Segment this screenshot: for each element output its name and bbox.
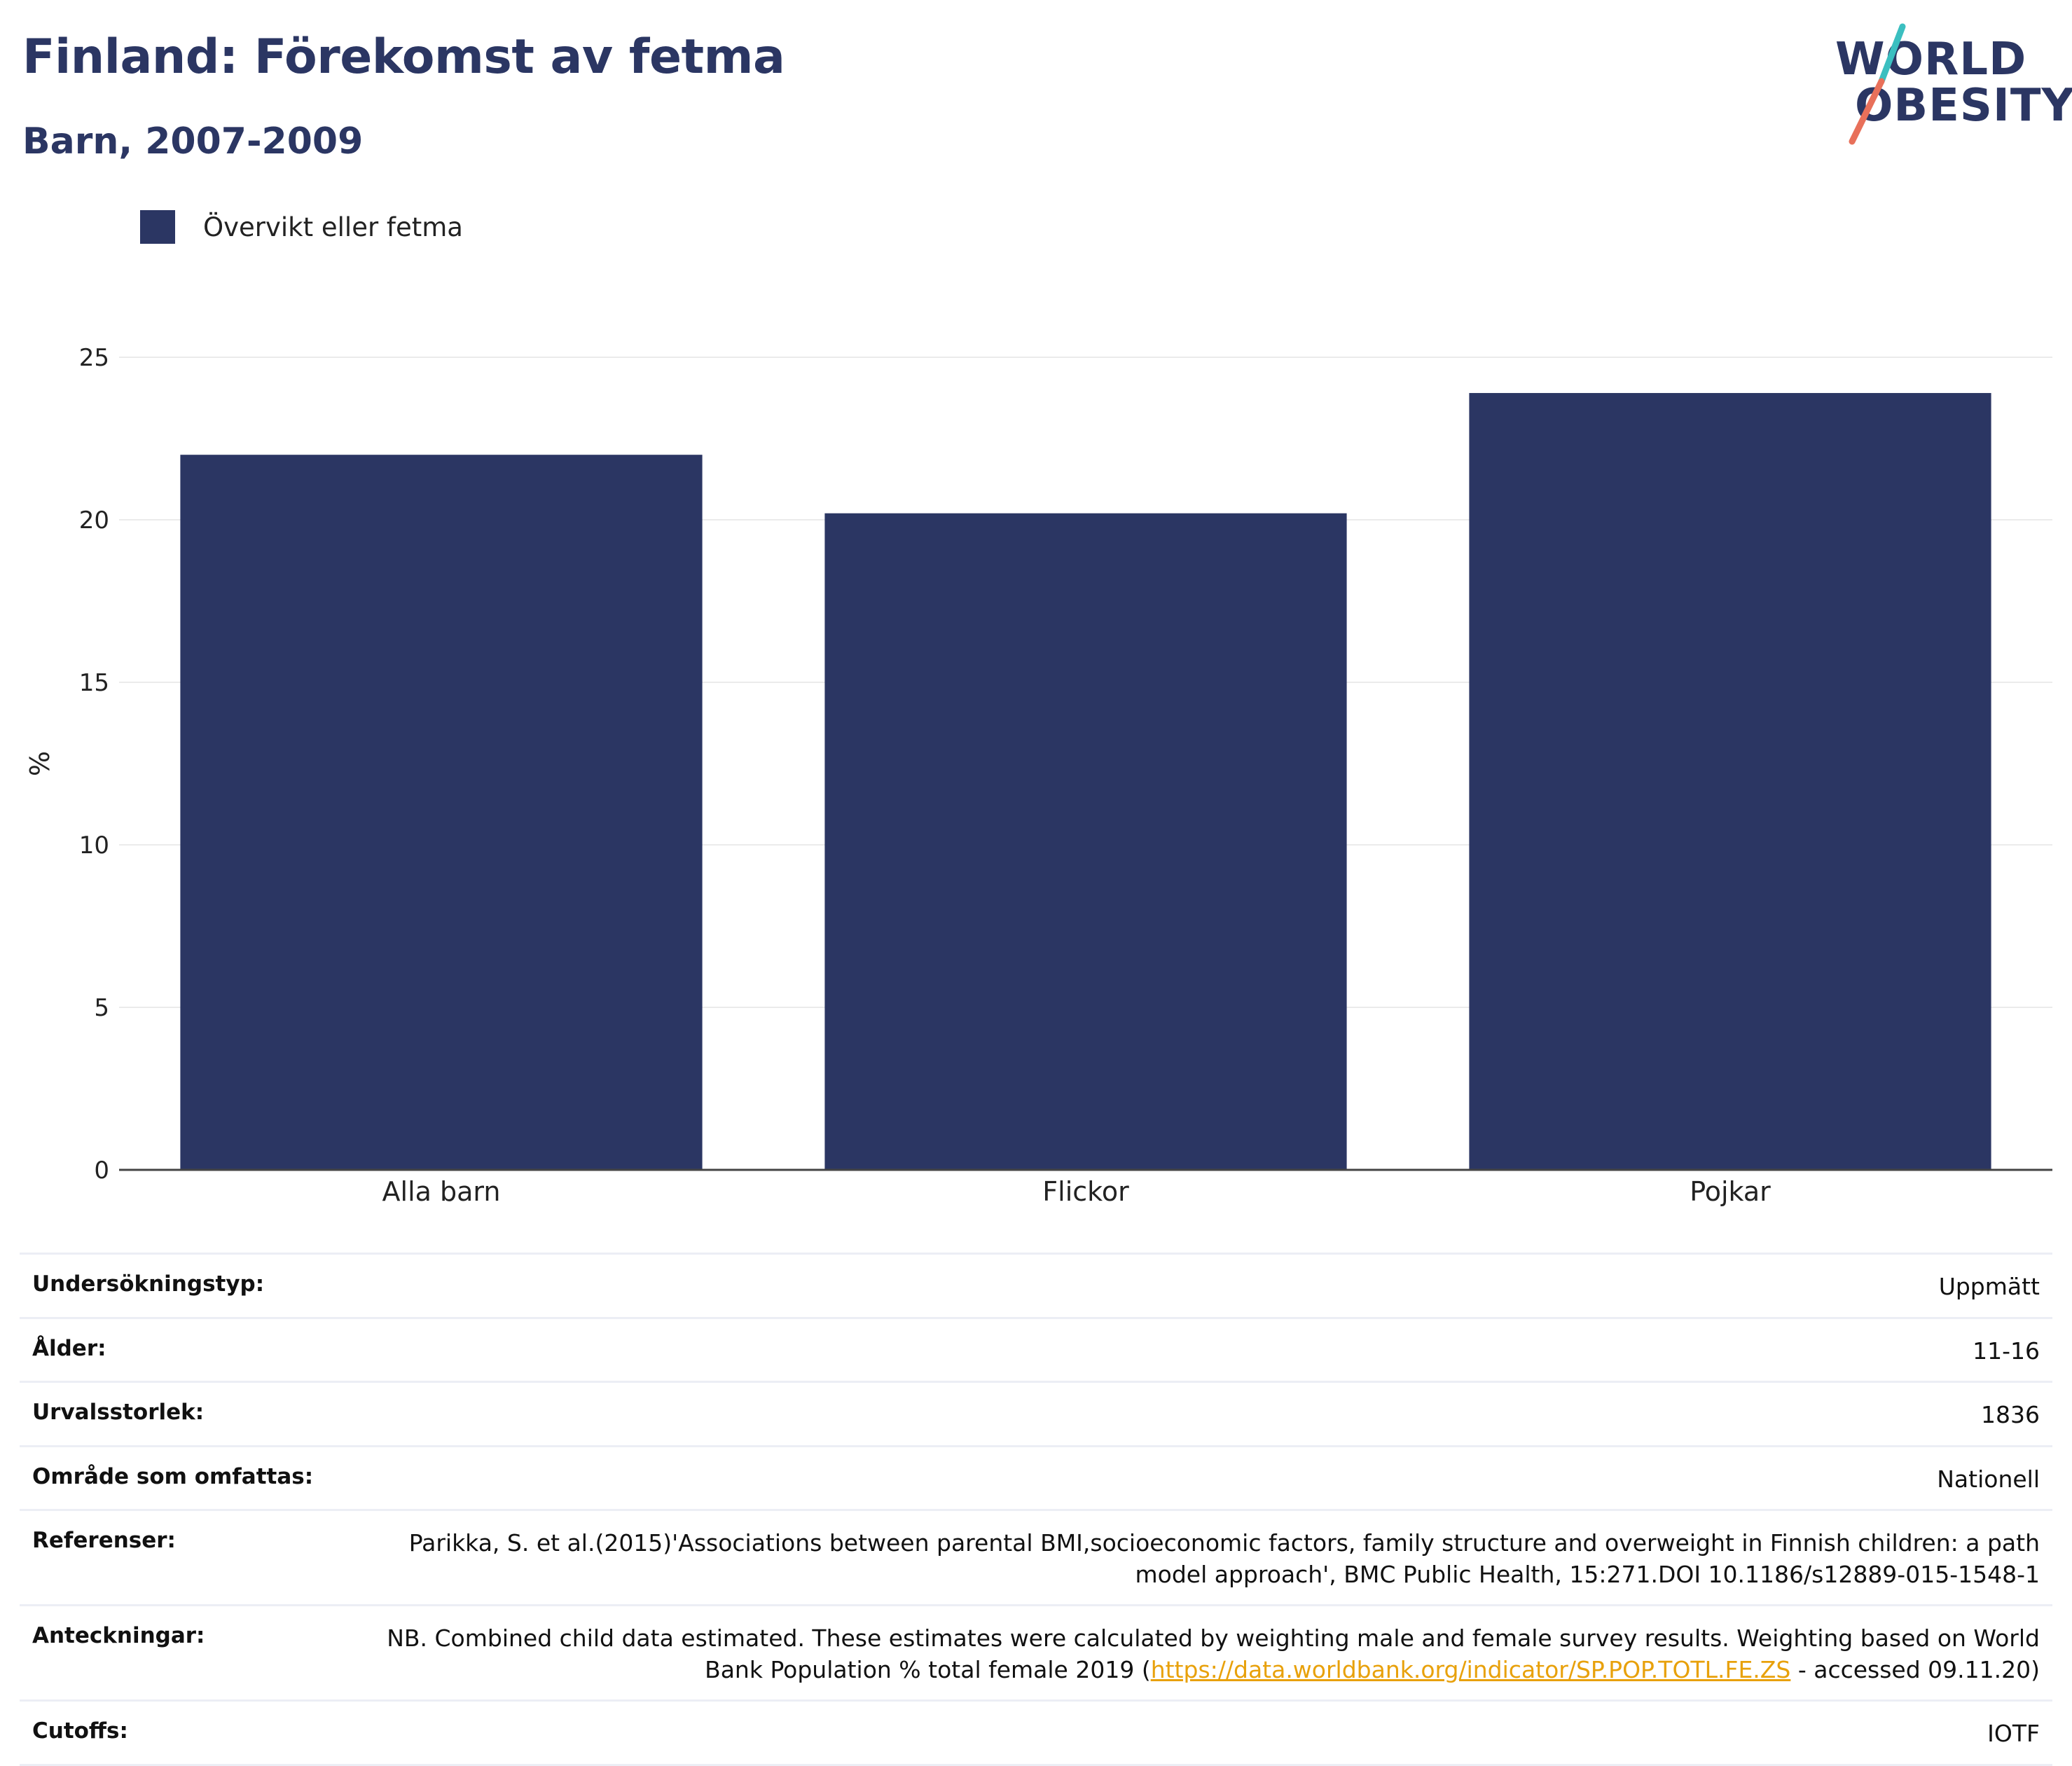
info-row-references: Referenser: Parikka, S. et al.(2015)'Ass… <box>20 1509 2052 1604</box>
notes-text: NB. Combined child data estimated. These… <box>387 1624 2040 1683</box>
y-tick-label: 25 <box>79 344 109 372</box>
y-tick-label: 20 <box>79 506 109 534</box>
info-value: Parikka, S. et al.(2015)'Associations be… <box>408 1529 2040 1588</box>
info-label: Område som omfattas: <box>32 1463 314 1489</box>
bar-chart: 0 5 10 15 20 25% Alla barn Flickor Pojkar <box>25 344 2052 1207</box>
info-value: Nationell <box>1937 1465 2040 1493</box>
logo-line-2: OBESITY <box>1855 80 2072 132</box>
info-value: IOTF <box>1987 1720 2040 1748</box>
bar <box>824 513 1347 1170</box>
info-row-notes: Anteckningar: NB. Combined child data es… <box>20 1604 2052 1699</box>
bar <box>1469 393 1991 1170</box>
chart-subtitle: Barn, 2007-2009 <box>22 120 364 163</box>
y-tick-label: 15 <box>79 669 109 697</box>
survey-info-table: Undersökningstyp: Uppmätt Ålder: 11-16 U… <box>20 1253 2052 1766</box>
legend-swatch <box>140 210 175 244</box>
y-tick-label: 10 <box>79 832 109 860</box>
x-tick-label: Alla barn <box>382 1176 501 1207</box>
x-tick-label: Flickor <box>1042 1176 1129 1207</box>
bar <box>180 455 703 1170</box>
notes-text-end: - accessed 09.11.20) <box>1790 1655 2040 1683</box>
legend[interactable]: Övervikt eller fetma <box>140 210 463 244</box>
info-value: 11-16 <box>1973 1337 2040 1365</box>
legend-label: Övervikt eller fetma <box>203 212 463 242</box>
info-value: Uppmätt <box>1938 1273 2040 1300</box>
worldbank-link[interactable]: https://data.worldbank.org/indicator/SP.… <box>1150 1655 1791 1683</box>
logo-line-1: WORLD <box>1835 34 2027 85</box>
info-label: Anteckningar: <box>32 1623 205 1649</box>
world-obesity-logo: WORLD OBESITY <box>1821 21 2072 147</box>
logo-slash-icon <box>1849 23 1906 145</box>
info-label: Urvalsstorlek: <box>32 1400 205 1426</box>
info-label: Ålder: <box>32 1335 106 1361</box>
info-label: Cutoffs: <box>32 1718 128 1744</box>
y-tick-label: 0 <box>94 1157 109 1185</box>
info-label: Referenser: <box>32 1528 176 1554</box>
info-row-coverage: Område som omfattas: Nationell <box>20 1444 2052 1510</box>
y-tick-label: 5 <box>94 994 109 1022</box>
info-value: NB. Combined child data estimated. These… <box>373 1623 2040 1685</box>
y-axis-label: % <box>25 751 55 776</box>
chart-title: Finland: Förekomst av fetma <box>22 29 785 85</box>
info-row-cutoffs: Cutoffs: IOTF <box>20 1699 2052 1766</box>
info-row-survey-type: Undersökningstyp: Uppmätt <box>20 1253 2052 1317</box>
info-row-age: Ålder: 11-16 <box>20 1316 2052 1381</box>
info-label: Undersökningstyp: <box>32 1271 265 1297</box>
x-tick-label: Pojkar <box>1690 1176 1771 1207</box>
info-value: 1836 <box>1981 1401 2040 1429</box>
info-row-sample-size: Urvalsstorlek: 1836 <box>20 1381 2052 1445</box>
